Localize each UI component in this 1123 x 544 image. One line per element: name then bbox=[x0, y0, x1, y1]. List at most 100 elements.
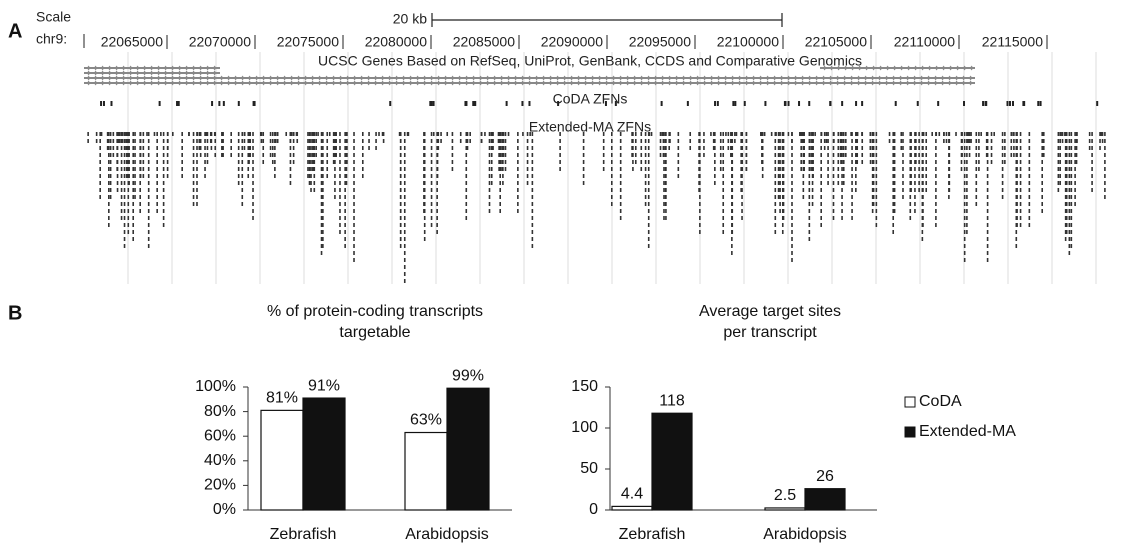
extended-ma-feature bbox=[431, 195, 433, 199]
extended-ma-feature bbox=[731, 188, 733, 192]
extended-ma-feature bbox=[252, 167, 254, 171]
extended-ma-feature bbox=[855, 188, 857, 192]
extended-ma-feature bbox=[714, 139, 716, 143]
extended-ma-feature bbox=[1071, 132, 1073, 136]
extended-ma-feature bbox=[1029, 181, 1031, 185]
extended-ma-feature bbox=[611, 167, 613, 171]
extended-ma-feature bbox=[431, 132, 433, 136]
extended-ma-feature bbox=[400, 174, 402, 178]
extended-ma-feature bbox=[909, 146, 911, 150]
extended-ma-feature bbox=[827, 146, 829, 150]
extended-ma-feature bbox=[491, 174, 493, 178]
extended-ma-feature bbox=[193, 195, 195, 199]
extended-ma-feature bbox=[489, 132, 491, 136]
extended-ma-feature bbox=[181, 146, 183, 150]
extended-ma-feature bbox=[909, 209, 911, 213]
extended-ma-feature bbox=[902, 181, 904, 185]
extended-ma-feature bbox=[663, 216, 665, 220]
extended-ma-feature bbox=[987, 216, 989, 220]
extended-ma-feature bbox=[148, 216, 150, 220]
extended-ma-feature bbox=[275, 139, 277, 143]
extended-ma-feature bbox=[272, 146, 274, 150]
extended-ma-feature bbox=[991, 139, 993, 143]
extended-ma-feature bbox=[322, 146, 324, 150]
extended-ma-feature bbox=[736, 132, 738, 136]
value-label: 91% bbox=[308, 377, 340, 394]
extended-ma-feature bbox=[1016, 195, 1018, 199]
extended-ma-feature bbox=[261, 139, 263, 143]
extended-ma-feature bbox=[148, 146, 150, 150]
extended-ma-feature bbox=[252, 174, 254, 178]
extended-ma-feature bbox=[894, 153, 896, 157]
extended-ma-feature bbox=[107, 146, 109, 150]
extended-ma-feature bbox=[722, 195, 724, 199]
extended-ma-feature bbox=[465, 167, 467, 171]
extended-ma-feature bbox=[1010, 132, 1012, 136]
extended-ma-feature bbox=[851, 132, 853, 136]
extended-ma-feature bbox=[134, 139, 136, 143]
extended-ma-feature bbox=[322, 223, 324, 227]
extended-ma-feature bbox=[648, 181, 650, 185]
extended-ma-feature bbox=[827, 174, 829, 178]
extended-ma-feature bbox=[975, 167, 977, 171]
bar bbox=[805, 489, 845, 510]
extended-ma-feature bbox=[774, 188, 776, 192]
extended-ma-feature bbox=[651, 132, 653, 136]
extended-ma-feature bbox=[314, 132, 316, 136]
extended-ma-feature bbox=[665, 181, 667, 185]
extended-ma-feature bbox=[1091, 146, 1093, 150]
extended-ma-feature bbox=[400, 230, 402, 234]
extended-ma-feature bbox=[362, 167, 364, 171]
extended-ma-feature bbox=[800, 167, 802, 171]
extended-ma-feature bbox=[961, 132, 963, 136]
extended-ma-feature bbox=[317, 132, 319, 136]
y-tick-label: 40% bbox=[204, 452, 236, 469]
extended-ma-feature bbox=[791, 237, 793, 241]
extended-ma-feature bbox=[841, 174, 843, 178]
extended-ma-feature bbox=[140, 160, 142, 164]
extended-ma-feature bbox=[925, 181, 927, 185]
extended-ma-feature bbox=[833, 181, 835, 185]
extended-ma-feature bbox=[211, 146, 213, 150]
extended-ma-feature bbox=[1041, 195, 1043, 199]
extended-ma-feature bbox=[782, 223, 784, 227]
extended-ma-feature bbox=[876, 181, 878, 185]
extended-ma-feature bbox=[148, 153, 150, 157]
extended-ma-feature bbox=[620, 167, 622, 171]
extended-ma-feature bbox=[774, 153, 776, 157]
extended-ma-feature bbox=[870, 153, 872, 157]
extended-ma-feature bbox=[722, 139, 724, 143]
extended-ma-feature bbox=[293, 153, 295, 157]
extended-ma-feature bbox=[404, 167, 406, 171]
extended-ma-feature bbox=[315, 146, 317, 150]
extended-ma-feature bbox=[489, 209, 491, 213]
extended-ma-feature bbox=[987, 195, 989, 199]
extended-ma-feature bbox=[431, 181, 433, 185]
extended-ma-feature bbox=[855, 132, 857, 136]
extended-ma-feature bbox=[1069, 153, 1071, 157]
extended-ma-feature bbox=[491, 160, 493, 164]
extended-ma-feature bbox=[731, 230, 733, 234]
extended-ma-feature bbox=[857, 132, 859, 136]
extended-ma-feature bbox=[699, 202, 701, 206]
extended-ma-feature bbox=[310, 167, 312, 171]
extended-ma-feature bbox=[1020, 132, 1022, 136]
extended-ma-feature bbox=[1016, 188, 1018, 192]
extended-ma-feature bbox=[856, 139, 858, 143]
extended-ma-feature bbox=[310, 174, 312, 178]
extended-ma-feature bbox=[964, 223, 966, 227]
extended-ma-feature bbox=[1016, 202, 1018, 206]
extended-ma-feature bbox=[730, 139, 732, 143]
extended-ma-feature bbox=[778, 132, 780, 136]
extended-ma-feature bbox=[632, 160, 634, 164]
extended-ma-feature bbox=[128, 139, 130, 143]
x-tick-label: Arabidopsis bbox=[763, 526, 847, 543]
extended-ma-feature bbox=[207, 139, 209, 143]
extended-ma-feature bbox=[110, 174, 112, 178]
extended-ma-feature bbox=[117, 132, 119, 136]
extended-ma-feature bbox=[270, 146, 272, 150]
extended-ma-feature bbox=[244, 146, 246, 150]
extended-ma-feature bbox=[1020, 174, 1022, 178]
extended-ma-feature bbox=[339, 188, 341, 192]
extended-ma-feature bbox=[922, 132, 924, 136]
